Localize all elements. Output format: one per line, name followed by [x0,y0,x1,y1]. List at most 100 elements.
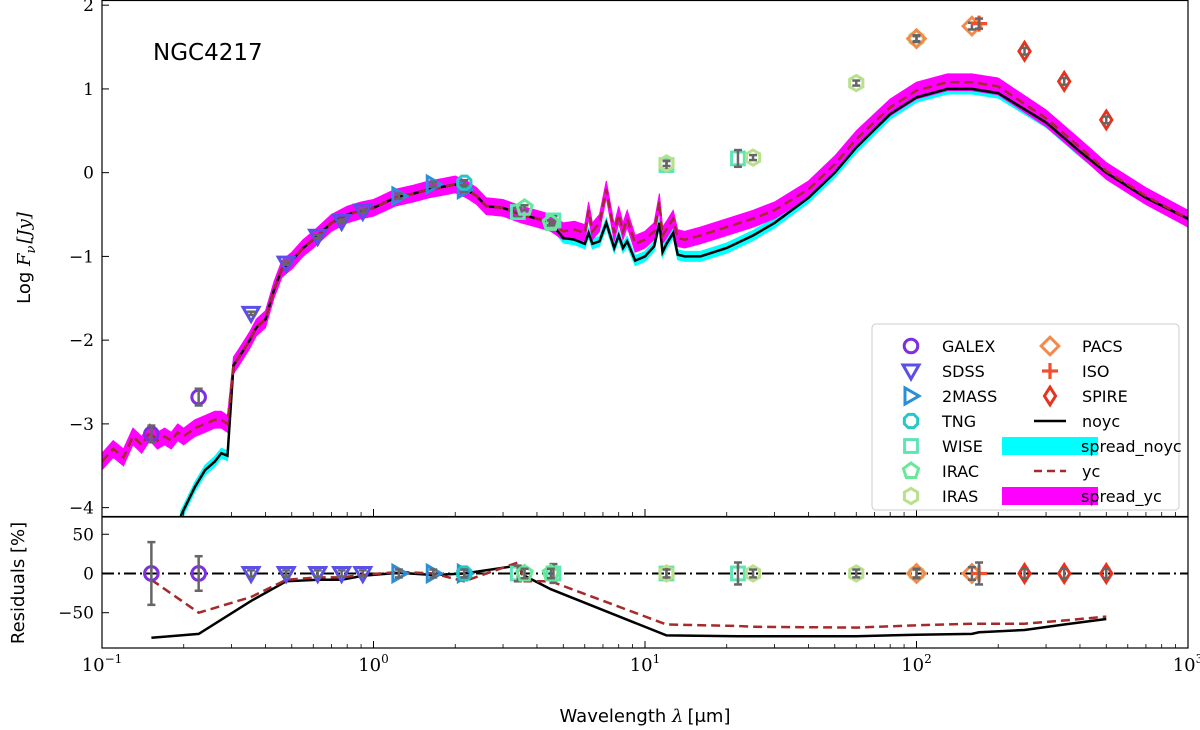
res-spire-1-error [1060,567,1069,580]
res-galex-0-error [147,540,156,607]
obs-sdss-4-error [358,208,367,215]
res-spire-0-error [1020,567,1029,580]
res-pacs-0-error [912,567,921,580]
x-tick-base: 10 [901,655,924,676]
obs-iras-2-shape [848,73,865,93]
obs-sdss-3-error [337,218,346,225]
res-sdss-4-shape [352,565,374,585]
obs-iras-0 [658,154,675,173]
legend-entry-tng-label: TNG [941,412,976,431]
res-irac-0 [515,563,534,582]
legend-entry-galex-symbol-shape [902,337,920,355]
legend-entry-2mass-symbol-shape [903,385,923,407]
res-spire-0-shape [1017,561,1032,586]
legend-entry-spread-yc: spread_yc [1002,487,1162,507]
res-tng-0-error [460,568,469,579]
legend-entry-iras-symbol [902,486,920,506]
legend-entry-spread-noyc-symbol [1002,437,1098,455]
obs-iras-0-error [662,159,671,168]
legend-entry-wise: WISE [903,437,983,456]
legend-entry-pacs: PACS [1039,335,1123,357]
res-iras-0 [658,564,675,583]
res-sdss-0-error [247,569,256,578]
obs-spire-0-error [1020,46,1029,56]
legend-entry-irac-symbol-shape [901,461,921,479]
res-sdss-1-error [282,569,291,578]
res-tng-0-shape [456,565,473,582]
res-2mass-0-error [394,568,403,579]
res-spire-2-error [1102,567,1111,580]
obs-iras-1-error [749,153,758,162]
legend-entry-2mass-symbol [903,385,923,407]
obs-irac-0-error [520,204,529,212]
legend-entry-spread-noyc-label: spread_noyc [1081,437,1182,457]
res-y-tick-label-1: 0 [83,564,94,584]
res-iso-0-error [975,561,984,586]
x-tick-exponent: 1 [653,652,661,666]
res-irac-0-error [520,567,529,580]
res-sdss-0 [240,565,262,585]
legend-entry-spread-yc-symbol [1002,487,1098,505]
legend-entry-spread-noyc: spread_noyc [1002,437,1182,457]
obs-iras-0-shape [658,154,675,173]
obs-pacs-0-shape [905,27,928,50]
x-tick-base: 10 [1173,655,1196,676]
obs-2mass-0 [391,185,410,207]
legend-entry-noyc-label: noyc [1082,412,1120,431]
legend-entry-iso: ISO [1042,362,1109,381]
legend-entry-pacs-label: PACS [1082,337,1123,356]
legend-entry-sdss-symbol [900,363,922,383]
res-sdss-3 [331,565,353,585]
flux-axis-label: Log Fν[Jy] [14,211,39,304]
legend-entry-iras-symbol-shape [902,486,920,506]
res-sdss-4 [352,565,374,585]
obs-iso-0-error [975,17,984,30]
x-tick-label-4: 103 [1173,652,1200,676]
flux-y-tick-label-4: 0 [83,164,94,184]
flux-y-tick-label-2: −2 [69,331,94,351]
obs-pacs-0 [905,27,928,50]
x-tick-base: 10 [82,655,105,676]
obs-iras-2 [848,73,865,93]
obs-tng-0-shape [456,174,473,191]
residuals-panel [102,540,1188,640]
legend-entry-yc-label: yc [1082,462,1100,481]
legend-entry-galex: GALEX [902,337,995,356]
res-sdss-3-error [337,569,346,578]
legend-entry-iso-symbol [1042,363,1058,379]
legend-entry-spire-label: SPIRE [1082,387,1128,406]
chart-title: NGC4217 [153,40,263,66]
legend-box [871,323,1180,511]
obs-irac-0 [515,197,534,216]
legend-entry-tng-symbol [902,412,920,430]
x-tick-label-2: 101 [630,652,661,676]
res-iras-1-shape [744,564,762,583]
legend-entry-spire: SPIRE [1042,384,1128,408]
flux-y-tick-label-1: −3 [69,415,94,435]
res-sdss-2-error [313,569,322,578]
legend-entry-wise-symbol [903,438,919,454]
res-sdss-1-shape [275,565,297,585]
legend-entry-irac-symbol [901,461,921,479]
res-sdss-1 [275,565,297,585]
res-sdss-4-error [358,569,367,578]
res-iras-1 [744,564,762,583]
res-irac-1-shape [541,563,561,582]
res-galex-1-error [194,554,203,592]
obs-2mass-0-error [394,192,403,200]
res-iras-2 [848,564,865,583]
flux-y-tick-label-6: 2 [83,0,94,16]
res-sdss-2 [307,565,329,585]
legend-entry-sdss-symbol-shape [900,363,922,383]
obs-2mass-1-error [429,180,438,189]
x-tick-label-3: 102 [901,652,932,676]
legend-entry-pacs-symbol [1039,335,1061,357]
res-irac-1 [541,563,561,582]
x-tick-exponent: 3 [1196,652,1200,666]
legend-entry-noyc: noyc [1034,412,1120,431]
obs-spire-2-error [1102,115,1111,125]
legend: GALEX SDSS 2MASS TNG WISE IRAC IRAS PACS ISO SPIR… [871,323,1182,511]
legend-entry-sdss-label: SDSS [942,362,985,381]
res-spire-2 [1098,561,1114,586]
